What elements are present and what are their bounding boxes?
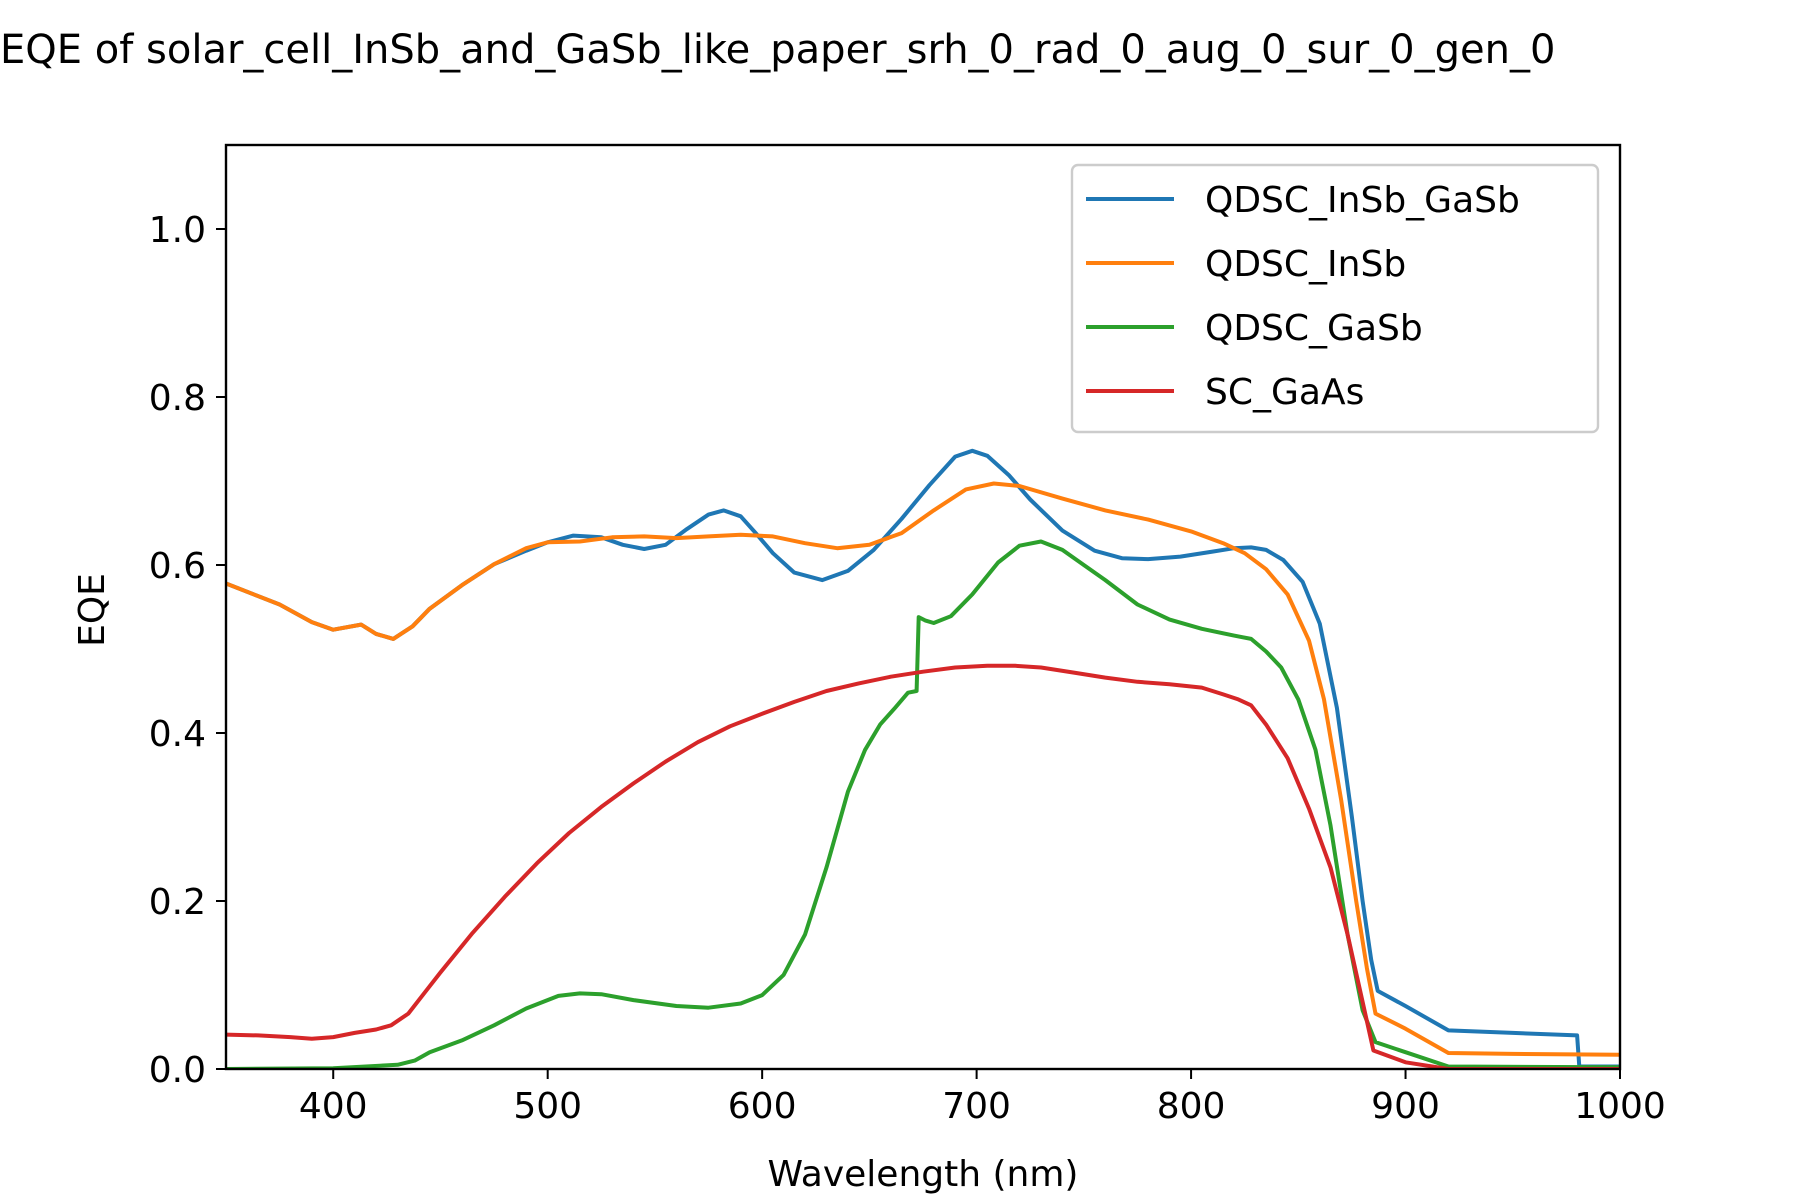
x-axis: 400 500 600 700 800 900 1000 (299, 1069, 1666, 1127)
legend-label-1: QDSC_InSb (1205, 244, 1406, 285)
x-tick-label: 400 (299, 1086, 368, 1127)
y-tick-label: 0.4 (149, 714, 206, 755)
x-axis-label: Wavelength (nm) (768, 1154, 1079, 1195)
legend-label-0: QDSC_InSb_GaSb (1205, 180, 1520, 221)
y-tick-label: 0.0 (149, 1050, 206, 1091)
legend-box (1070, 163, 1600, 434)
x-tick-label: 700 (942, 1086, 1011, 1127)
legend-label-3: SC_GaAs (1205, 372, 1364, 413)
series-line-2 (226, 539, 1620, 1069)
x-tick-label: 500 (513, 1086, 582, 1127)
legend-label-2: QDSC_GaSb (1205, 308, 1423, 349)
y-tick-label: 1.0 (149, 210, 206, 251)
y-axis: 0.0 0.2 0.4 0.6 0.8 1.0 (149, 210, 226, 1091)
series-layer (226, 448, 1620, 1069)
series-line-1 (226, 481, 1620, 1057)
series-line-3 (226, 663, 1620, 1069)
y-axis-label: EQE (72, 573, 113, 647)
x-tick-label: 900 (1371, 1086, 1440, 1127)
x-tick-label: 800 (1157, 1086, 1226, 1127)
y-tick-label: 0.8 (149, 378, 206, 419)
y-tick-label: 0.6 (149, 546, 206, 587)
x-tick-label: 600 (728, 1086, 797, 1127)
plot-frame (224, 143, 1622, 1071)
chart-title: EQE of solar_cell_InSb_and_GaSb_like_pap… (0, 27, 1555, 73)
x-tick-label: 1000 (1574, 1086, 1666, 1127)
y-tick-label: 0.2 (149, 882, 206, 923)
legend: QDSC_InSb_GaSb QDSC_InSb QDSC_GaSb SC_GaAs (1070, 163, 1600, 434)
series-line-0 (226, 448, 1620, 1069)
